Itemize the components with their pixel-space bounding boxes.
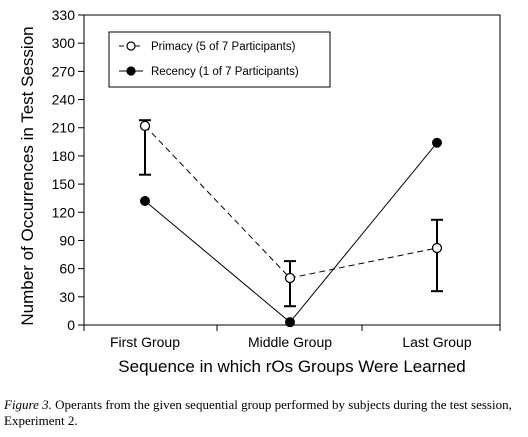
y-tick-label: 0 <box>67 317 75 333</box>
y-tick-label: 330 <box>52 7 76 23</box>
y-tick-label: 150 <box>52 176 76 192</box>
data-point <box>139 120 151 131</box>
y-tick-label: 30 <box>59 289 75 305</box>
data-point <box>285 317 295 328</box>
series-layer <box>139 119 443 328</box>
x-axis-label: Sequence in which rOs Groups Were Learne… <box>118 357 465 376</box>
chart: 0 30 60 90 120 150 180 210 240 270 300 330 First Gr… <box>18 7 501 376</box>
legend-marker <box>126 66 136 76</box>
y-tick-label: 60 <box>59 261 75 277</box>
y-tick-label: 270 <box>52 63 76 79</box>
y-axis-label: Number of Occurrences in Test Session <box>18 26 37 325</box>
y-axis-ticks: 0 30 60 90 120 150 180 210 240 270 300 330 <box>52 7 84 333</box>
x-tick-label: First Group <box>110 334 180 350</box>
legend-label: Primacy (5 of 7 Participants) <box>151 41 296 53</box>
data-point <box>432 137 442 148</box>
series-line <box>144 125 438 279</box>
y-tick-label: 240 <box>52 92 76 108</box>
legend-label: Recency (1 of 7 Participants) <box>151 66 299 78</box>
legend-marker <box>126 41 136 51</box>
data-point <box>140 196 150 206</box>
y-tick-label: 180 <box>52 148 76 164</box>
caption-label: Figure 3. <box>4 397 52 412</box>
series-primacy <box>139 119 443 308</box>
x-tick-label: Last Group <box>402 334 471 350</box>
y-tick-label: 120 <box>52 204 76 220</box>
x-axis-ticks: First Group Middle Group Last Group <box>83 325 501 350</box>
series-recency <box>140 137 442 328</box>
x-tick-label: Middle Group <box>248 334 332 350</box>
caption-text: Operants from the given sequential group… <box>4 397 512 428</box>
y-tick-label: 90 <box>59 232 75 248</box>
figure-caption: Figure 3. Operants from the given sequen… <box>4 397 524 429</box>
data-point <box>284 272 296 284</box>
y-tick-label: 300 <box>52 35 76 51</box>
data-point <box>431 242 443 254</box>
legend-box <box>108 31 331 88</box>
legend: Primacy (5 of 7 Participants) Recency (1 … <box>108 31 331 88</box>
y-tick-label: 210 <box>52 120 76 136</box>
